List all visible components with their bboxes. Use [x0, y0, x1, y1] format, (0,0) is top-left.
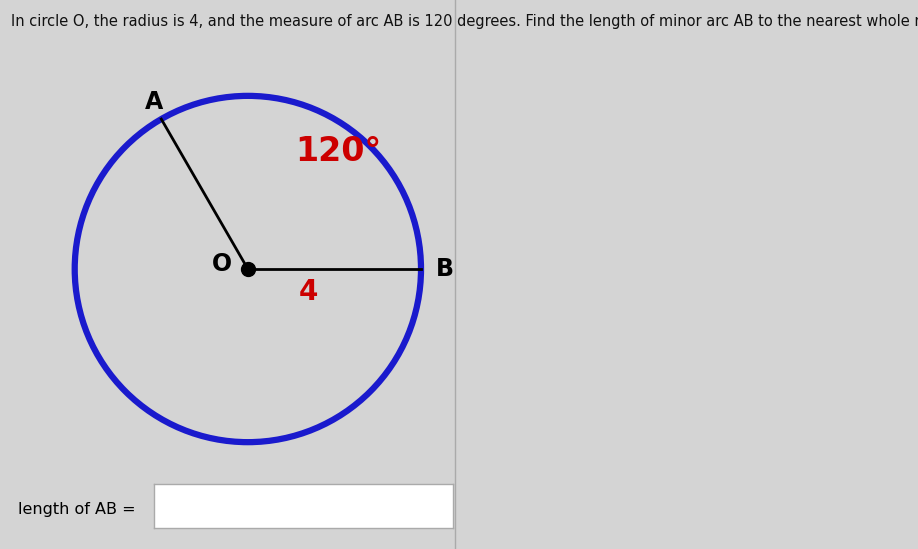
Text: B: B: [436, 257, 454, 281]
Text: In circle O, the radius is 4, and the measure of arc AB is 120 degrees. Find the: In circle O, the radius is 4, and the me…: [11, 14, 918, 29]
Text: length of AB =: length of AB =: [18, 502, 136, 517]
Text: 120°: 120°: [295, 135, 381, 168]
Text: 4: 4: [298, 277, 319, 306]
Text: O: O: [212, 252, 232, 276]
Text: A: A: [145, 89, 163, 114]
